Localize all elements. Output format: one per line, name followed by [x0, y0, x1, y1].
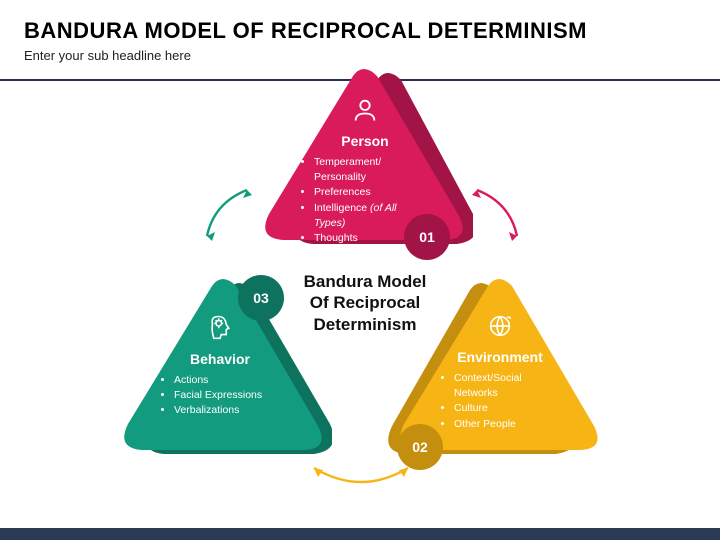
- arrow-person-behavior: [192, 178, 262, 248]
- person-icon: [351, 96, 379, 124]
- list-item: Actions: [174, 373, 280, 388]
- list-item: Facial Expressions: [174, 388, 280, 403]
- badge-behavior: 03: [238, 275, 284, 321]
- name-environment: Environment: [440, 349, 560, 365]
- name-person: Person: [300, 133, 430, 149]
- head-gear-icon: [205, 312, 235, 342]
- diagram-stage: Person Temperament/ Personality Preferen…: [0, 56, 720, 524]
- list-item: Verbalizations: [174, 403, 280, 418]
- badge-environment: 02: [397, 424, 443, 470]
- page-title: BANDURA MODEL OF RECIPROCAL DETERMINISM: [24, 18, 696, 44]
- badge-number: 01: [419, 229, 435, 245]
- list-item: Temperament/ Personality: [314, 155, 430, 185]
- node-person: Person Temperament/ Personality Preferen…: [253, 64, 473, 264]
- list-item: Preferences: [314, 185, 430, 200]
- footer-bar: [0, 528, 720, 540]
- content-environment: Environment Context/Social Networks Cult…: [440, 312, 560, 432]
- center-label: Bandura Model Of Reciprocal Determinism: [295, 271, 435, 335]
- badge-number: 02: [412, 439, 428, 455]
- content-behavior: Behavior Actions Facial Expressions Verb…: [160, 312, 280, 419]
- list-environment: Context/Social Networks Culture Other Pe…: [440, 371, 560, 432]
- badge-person: 01: [404, 214, 450, 260]
- globe-icon: [486, 312, 514, 340]
- list-item: Culture: [454, 401, 560, 416]
- name-behavior: Behavior: [160, 351, 280, 367]
- list-behavior: Actions Facial Expressions Verbalization…: [160, 373, 280, 419]
- list-item: Context/Social Networks: [454, 371, 560, 401]
- badge-number: 03: [253, 290, 269, 306]
- list-item: Other People: [454, 417, 560, 432]
